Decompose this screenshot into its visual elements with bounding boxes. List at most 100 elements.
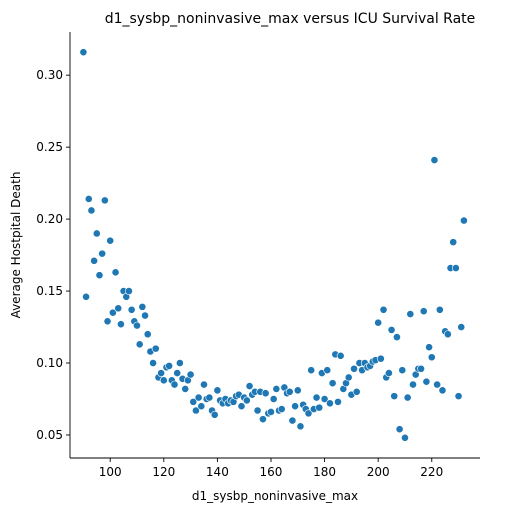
data-point: [350, 364, 358, 373]
data-point: [390, 392, 399, 401]
data-point: [157, 369, 166, 377]
data-point: [430, 156, 439, 164]
data-point: [108, 308, 117, 317]
data-point: [288, 416, 297, 425]
data-point: [84, 195, 93, 203]
data-point: [277, 405, 286, 413]
data-point: [409, 380, 417, 389]
data-point: [87, 206, 96, 215]
data-point: [387, 326, 396, 334]
x-tick-label: 120: [152, 465, 175, 479]
data-point: [135, 340, 144, 349]
data-point: [403, 393, 412, 402]
x-tick-label: 220: [420, 465, 443, 479]
data-point: [79, 48, 88, 57]
data-point: [307, 366, 316, 375]
data-point: [138, 302, 147, 311]
x-tick-label: 140: [206, 465, 229, 479]
data-point: [151, 344, 160, 353]
data-point: [417, 364, 425, 373]
data-point: [334, 397, 342, 406]
data-point: [213, 386, 222, 395]
data-point: [312, 393, 321, 402]
x-axis-label: d1_sysbp_noninvasive_max: [192, 489, 358, 503]
data-points: [79, 48, 468, 442]
data-point: [95, 271, 104, 280]
data-point: [133, 321, 141, 330]
data-point: [253, 406, 262, 415]
data-point: [90, 256, 99, 265]
data-point: [433, 380, 442, 389]
y-axis-label: Average Hostpital Death: [9, 172, 23, 319]
data-point: [285, 387, 294, 396]
data-point: [395, 425, 404, 434]
data-point: [82, 292, 90, 301]
data-point: [422, 377, 431, 386]
data-point: [269, 395, 278, 403]
data-point: [379, 305, 388, 314]
data-point: [100, 196, 109, 205]
data-point: [192, 406, 200, 415]
data-point: [352, 387, 361, 396]
data-point: [393, 333, 401, 342]
data-point: [261, 389, 270, 398]
data-point: [194, 393, 203, 402]
data-point: [106, 236, 115, 245]
data-point: [443, 330, 452, 339]
data-point: [328, 379, 337, 388]
data-point: [210, 410, 219, 419]
data-point: [173, 369, 182, 377]
data-point: [293, 386, 302, 395]
x-tick-label: 160: [260, 465, 283, 479]
data-point: [406, 310, 415, 318]
data-point: [427, 353, 436, 362]
data-point: [125, 287, 133, 295]
data-point: [245, 382, 254, 390]
data-point: [92, 229, 101, 238]
y-tick-label: 0.05: [36, 428, 63, 442]
data-point: [438, 386, 447, 395]
data-point: [111, 268, 120, 277]
data-point: [344, 373, 353, 382]
y-tick-label: 0.25: [36, 140, 63, 154]
data-point: [98, 249, 107, 258]
data-point: [323, 366, 332, 375]
data-point: [336, 351, 345, 360]
data-point: [127, 305, 136, 314]
data-point: [114, 304, 123, 313]
y-tick-label: 0.10: [36, 356, 63, 370]
data-point: [186, 370, 195, 379]
data-point: [451, 264, 460, 272]
y-axis: 0.05 0.10 0.15 0.20 0.25 0.30: [36, 68, 70, 442]
data-point: [175, 359, 184, 367]
data-point: [454, 392, 463, 401]
x-tick-label: 180: [313, 465, 336, 479]
data-point: [315, 403, 324, 412]
data-point: [419, 307, 428, 316]
data-point: [384, 369, 393, 377]
data-point: [291, 402, 299, 411]
data-point: [259, 415, 267, 424]
data-point: [457, 323, 466, 331]
data-point: [374, 318, 383, 327]
data-point: [435, 305, 444, 314]
data-point: [103, 317, 112, 326]
data-point: [425, 343, 433, 352]
data-point: [165, 361, 174, 370]
data-point: [401, 433, 409, 442]
x-tick-label: 100: [99, 465, 122, 479]
data-point: [200, 380, 208, 389]
data-point: [304, 409, 313, 418]
data-point: [267, 408, 275, 416]
data-point: [141, 311, 149, 320]
data-point: [326, 399, 334, 408]
chart-title: d1_sysbp_noninvasive_max versus ICU Surv…: [105, 11, 476, 27]
y-tick-label: 0.15: [36, 284, 63, 298]
data-point: [170, 380, 179, 389]
data-point: [143, 330, 152, 339]
data-point: [197, 402, 206, 411]
y-tick-label: 0.30: [36, 68, 63, 82]
data-point: [320, 395, 329, 403]
data-point: [205, 393, 214, 402]
